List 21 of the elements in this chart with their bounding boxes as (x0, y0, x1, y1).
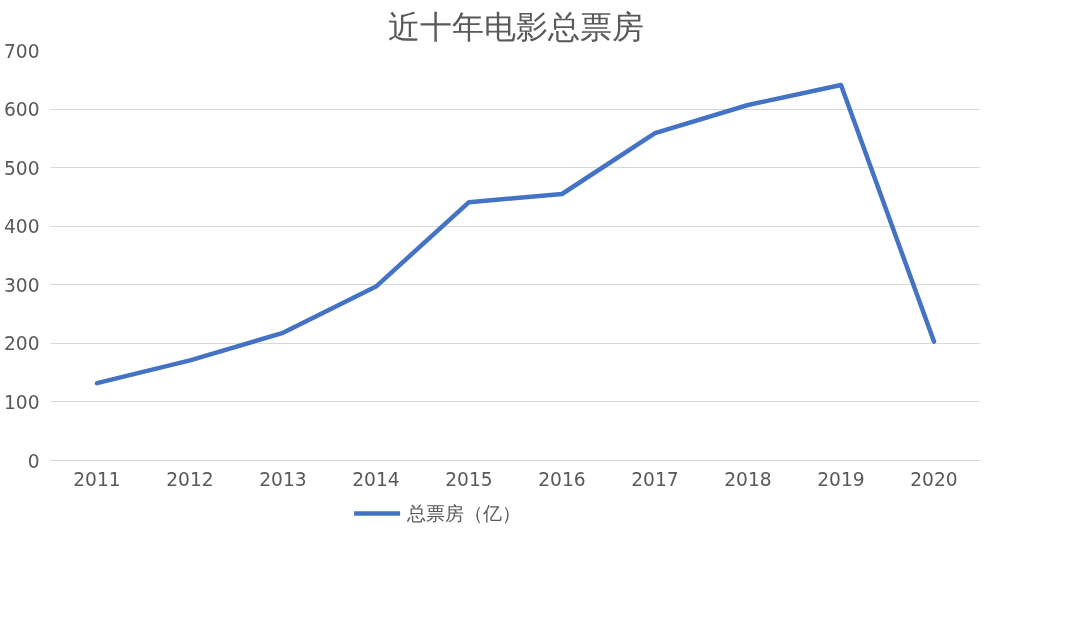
legend-label: 总票房（亿） (406, 503, 522, 524)
y-tick-label: 700 (3, 40, 40, 62)
x-tick-label: 2019 (817, 468, 865, 490)
y-tick-label: 100 (3, 391, 40, 413)
x-tick-label: 2011 (73, 468, 121, 490)
x-tick-label: 2016 (538, 468, 586, 490)
chart-title: 近十年电影总票房 (387, 7, 644, 46)
x-tick-label: 2012 (166, 468, 214, 490)
x-tick-label: 2014 (352, 468, 400, 490)
y-tick-label: 300 (3, 274, 40, 296)
x-tick-label: 2013 (259, 468, 307, 490)
x-tick-label: 2015 (445, 468, 493, 490)
y-tick-label: 500 (3, 157, 40, 179)
x-tick-label: 2020 (910, 468, 958, 490)
line-series (94, 82, 937, 386)
x-tick-label: 2017 (631, 468, 679, 490)
y-tick-label: 200 (3, 333, 40, 355)
y-tick-label: 0 (27, 450, 40, 472)
y-tick-label: 400 (3, 216, 40, 238)
x-tick-label: 2018 (724, 468, 772, 490)
y-tick-label: 600 (3, 99, 40, 121)
